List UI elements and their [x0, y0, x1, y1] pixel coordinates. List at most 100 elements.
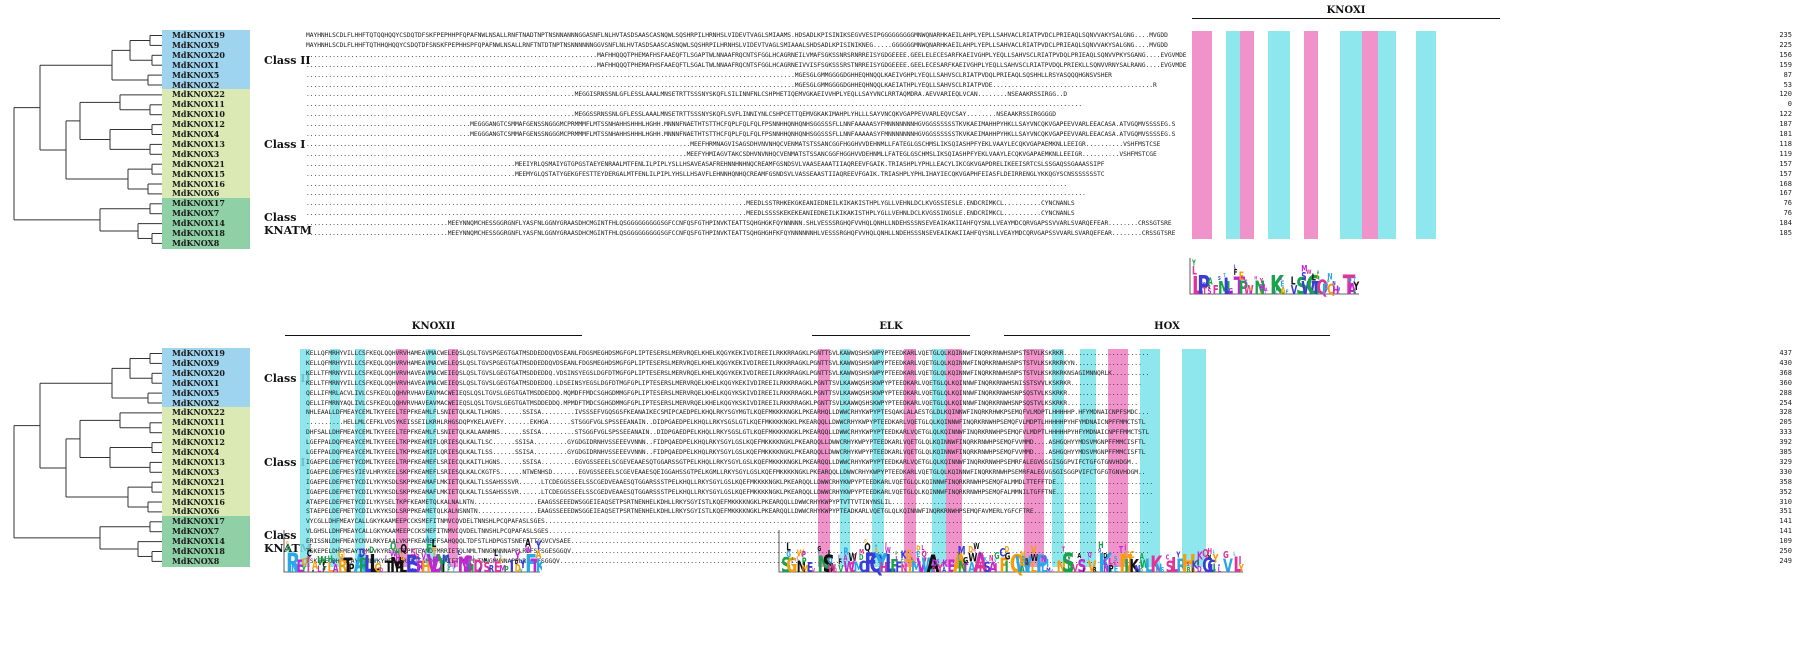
logo-letter: E — [1239, 270, 1244, 283]
logo-letter: R — [359, 555, 370, 577]
logo-letter: Q — [447, 563, 451, 570]
logo-letter: F — [890, 556, 899, 577]
region-label: ELK — [879, 321, 903, 332]
logo-letter: I — [838, 554, 840, 561]
logo-letter: A — [1208, 275, 1214, 287]
logo-letter: W — [968, 551, 977, 565]
sequence-length: 358 — [1779, 477, 1792, 486]
sequence-length: 122 — [1779, 110, 1792, 119]
logo-letter: I — [994, 560, 997, 575]
logo-letter: N — [817, 551, 830, 578]
logo-letter: K — [1150, 551, 1163, 578]
logo-letter: T — [963, 563, 969, 576]
highlight-band — [426, 349, 436, 567]
logo-letter: F — [864, 549, 877, 578]
logo-letter: Y — [879, 554, 885, 566]
logo-letter: L — [432, 539, 437, 551]
sequence-row: ........................................… — [306, 150, 1157, 158]
sequence-length: 187 — [1779, 120, 1792, 129]
gene-label: MdKNOX10 — [172, 427, 225, 438]
logo-letter: G — [906, 549, 912, 562]
sequence-length: 254 — [1779, 398, 1792, 407]
sequence-row: ........................................… — [306, 210, 1075, 218]
logo-letter: K — [1098, 549, 1113, 578]
logo-letter: W — [828, 563, 836, 576]
logo-letter: S — [1301, 272, 1306, 284]
gene-label: MdKNOX17 — [172, 198, 225, 209]
logo-letter: I — [1124, 556, 1129, 577]
highlight-band — [1226, 31, 1240, 239]
sequence-row: ........................................… — [306, 140, 1161, 148]
logo-letter: N — [1041, 554, 1046, 564]
logo-letter: L — [400, 552, 405, 564]
logo-letter: D — [432, 553, 444, 577]
logo-letter: P — [802, 549, 806, 559]
logo-letter: A — [312, 560, 318, 573]
logo-letter: L — [1192, 272, 1203, 300]
logo-letter: N — [1254, 277, 1265, 299]
logo-letter: Q — [864, 539, 866, 544]
logo-letter: S — [1208, 287, 1212, 296]
highlight-band — [355, 349, 365, 567]
logo-letter: P — [1036, 550, 1048, 578]
logo-letter: I — [510, 557, 514, 577]
logo-letter: F — [895, 559, 902, 575]
logo-letter: V — [1223, 555, 1234, 577]
class-box — [162, 407, 250, 518]
logo-letter: I — [473, 555, 474, 560]
sequence-length: 76 — [1783, 209, 1792, 218]
sequence-row: QELLIFMRNYAQLIVLCSFKEQLQQHVRVHAVEAVMACWE… — [306, 399, 1139, 407]
logo-letter: N — [458, 553, 471, 577]
logo-letter: A — [1348, 281, 1356, 298]
logo-letter: W — [973, 548, 976, 553]
gene-label: MdKNOX11 — [172, 417, 225, 428]
sequence-row: KELLTFMRNYVILLCSFKEQLQQHVRVHAVEAVMACWEIE… — [306, 369, 1150, 377]
logo-letter: K — [942, 559, 948, 571]
logo-letter: H — [1317, 270, 1319, 275]
logo-letter: Q — [1327, 281, 1335, 297]
sequence-row: ......................................ME… — [306, 230, 1176, 237]
logo-letter: Q — [1010, 550, 1025, 578]
logo-letter: N — [1103, 564, 1108, 574]
sequence-row: ........................................… — [306, 200, 1075, 208]
logo-letter: W — [525, 546, 531, 555]
sequence-length: 392 — [1779, 438, 1792, 447]
logo-letter: K — [536, 555, 542, 577]
sequence-length: 437 — [1779, 349, 1792, 357]
sequence-length: 87 — [1783, 70, 1792, 79]
logo-letter: D — [473, 558, 483, 577]
logo-letter: G — [1051, 569, 1053, 574]
logo-letter: Y — [420, 548, 424, 555]
logo-letter: N — [1135, 564, 1141, 576]
sequence-row: MAYHNHLSCDLFLHHFTQTHHQHQQYCSDQTDFSNSKFPE… — [306, 41, 1168, 49]
logo-letter: L — [1275, 289, 1277, 295]
class-label: Class II — [264, 54, 311, 68]
sequence-length: 159 — [1779, 60, 1792, 69]
gene-label: MdKNOX7 — [172, 208, 220, 219]
highlight-band — [872, 349, 884, 567]
logo-letter: A — [973, 549, 988, 578]
logo-letter: Q — [390, 541, 396, 554]
logo-letter: S — [1161, 566, 1165, 574]
logo-letter: L — [1218, 566, 1221, 574]
sequence-length: 310 — [1779, 497, 1792, 506]
sequence-row: TSKEPELDHFMEAYYDMLVKYREELTRPFTEAMDFMRRIE… — [306, 557, 1150, 565]
logo-letter: W — [885, 546, 891, 555]
sequence-row: IGAEPELDEFMETYCDILYKYKSDLSKPPKEAMAFLMKIE… — [306, 488, 1153, 496]
sequence-row: KELLTFMRNYVILLCSFKEQLQQHVRVHAVEAVMACWEIE… — [306, 379, 1142, 387]
logo-letter: G — [994, 551, 999, 561]
logo-letter: G — [786, 549, 791, 559]
logo-letter: S — [478, 567, 481, 574]
logo-letter: L — [317, 564, 321, 574]
highlight-band — [1108, 349, 1128, 567]
logo-letter: P — [504, 564, 508, 574]
sequence-row: IGAEPELDEFMESYIEVLHRYKEELSKPFKEAMEFLSRIE… — [306, 468, 1146, 476]
logo-letter: A — [536, 549, 542, 562]
logo-letter: E — [406, 550, 418, 578]
logo-letter: D — [359, 548, 365, 561]
gene-label: MdKNOX2 — [172, 397, 220, 408]
logo-letter: A — [989, 559, 997, 575]
logo-letter: R — [286, 549, 301, 578]
